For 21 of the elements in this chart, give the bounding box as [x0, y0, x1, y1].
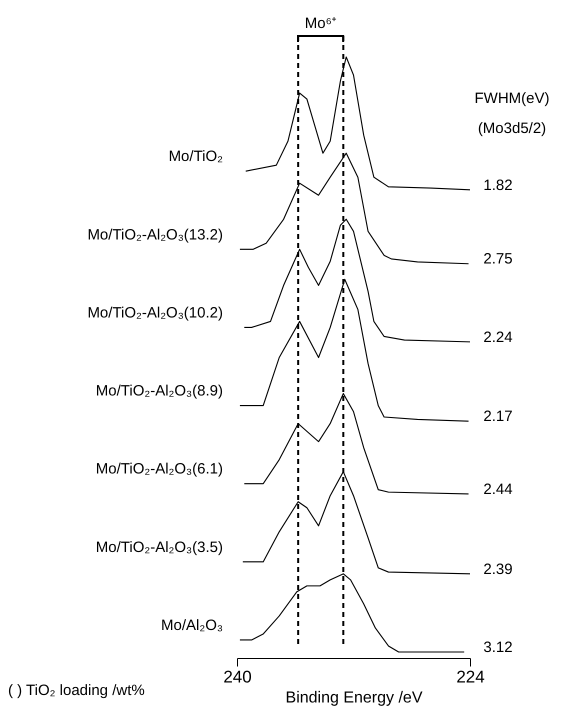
x-tick-label: 224 [456, 668, 485, 686]
text: 2.24 [483, 328, 513, 346]
text: ( ) TiO₂ loading /wt% [8, 682, 145, 699]
series-label: Mo/TiO₂-Al₂O₃(8.9) [96, 382, 223, 400]
text: 2.17 [483, 408, 513, 426]
series-label: Mo/TiO₂-Al₂O₃(13.2) [87, 226, 223, 244]
text: FWHM(eV) [474, 90, 550, 107]
series-label: Mo/TiO₂ [168, 148, 224, 166]
x-axis-title: Binding Energy /eV [286, 690, 423, 706]
series-label: Mo/TiO₂-Al₂O₃(10.2) [87, 304, 223, 322]
text: (Mo3d5/2) [478, 120, 546, 137]
series-label: Mo/TiO₂-Al₂O₃(3.5) [96, 538, 223, 556]
x-tick-label: 240 [223, 668, 252, 686]
text: Mo⁶⁺ [304, 15, 337, 32]
text: 2.44 [483, 480, 513, 498]
text: 3.12 [483, 638, 513, 656]
text: 2.39 [483, 560, 513, 578]
series-label: Mo/Al₂O₃ [161, 616, 223, 634]
text: 1.82 [483, 176, 513, 194]
series-label: Mo/TiO₂-Al₂O₃(6.1) [96, 460, 223, 478]
text: 2.75 [483, 250, 513, 268]
